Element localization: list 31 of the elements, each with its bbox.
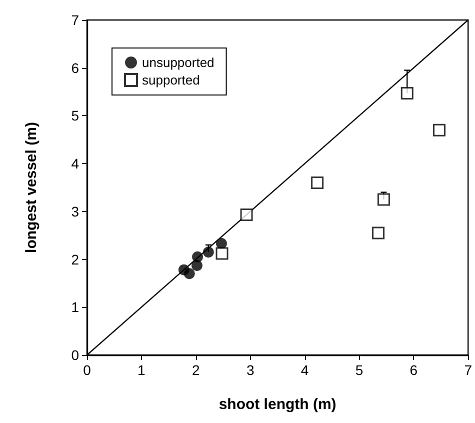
x-tick-label: 5 (355, 362, 364, 378)
x-tick-label: 0 (83, 362, 92, 378)
point (216, 247, 228, 260)
y-tick-label: 3 (71, 203, 80, 220)
y-tick-label: 5 (71, 108, 80, 124)
point (202, 246, 214, 258)
y-tick-label: 6 (71, 60, 80, 76)
x-tick-label: 2 (192, 362, 200, 378)
point (377, 193, 390, 206)
point (400, 86, 414, 100)
y-tick-label: 4 (71, 156, 80, 172)
y-tick-label: 2 (71, 251, 80, 268)
y-tick-label: 0 (71, 347, 80, 363)
legend-label: supported (142, 72, 200, 88)
point (240, 208, 253, 222)
point (216, 238, 227, 249)
point (372, 226, 385, 240)
x-tick-label: 1 (138, 362, 146, 378)
x-tick-label: 3 (246, 362, 254, 378)
y-tick-label: 1 (71, 299, 80, 316)
y-tick-label: 7 (71, 12, 80, 28)
x-tick-label: 6 (410, 362, 418, 378)
point (311, 176, 324, 189)
point (433, 124, 446, 136)
x-axis-title: shoot length (m) (218, 396, 336, 413)
legend-label: unsupported (142, 55, 214, 70)
x-tick-label: 4 (300, 362, 309, 378)
point (192, 251, 204, 262)
y-axis-title: longest vessel (m) (23, 122, 40, 253)
point (184, 268, 195, 280)
x-tick-label: 7 (464, 362, 472, 378)
